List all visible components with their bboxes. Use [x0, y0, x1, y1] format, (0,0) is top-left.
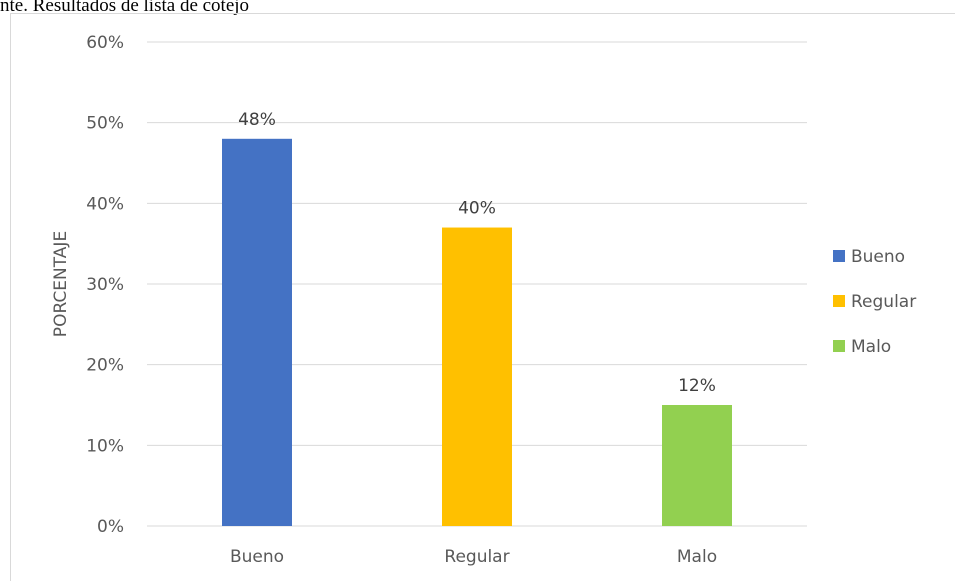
legend-label-malo: Malo — [851, 337, 891, 357]
x-tick-label-malo: Malo — [677, 547, 717, 567]
data-label-bueno: 48% — [238, 110, 276, 130]
x-tick-label-regular: Regular — [444, 547, 509, 567]
y-tick-label: 40% — [86, 194, 124, 214]
bar-regular — [442, 227, 512, 527]
legend-swatch-malo — [833, 340, 845, 352]
data-labels: 48% 40% 12% — [238, 110, 716, 396]
bar-bueno — [222, 138, 292, 527]
bar-malo — [662, 405, 732, 526]
legend-swatch-regular — [833, 295, 845, 307]
legend: Bueno Regular Malo — [833, 247, 916, 357]
x-axis-ticks: Bueno Regular Malo — [230, 547, 717, 567]
y-tick-label: 10% — [86, 436, 124, 456]
legend-swatch-bueno — [833, 250, 845, 262]
legend-label-regular: Regular — [851, 292, 916, 312]
y-tick-label: 0% — [97, 517, 124, 537]
data-label-malo: 12% — [678, 376, 716, 396]
y-axis-ticks: 0% 10% 20% 30% 40% 50% 60% — [86, 33, 124, 537]
y-axis-label: PORCENTAJE — [51, 231, 71, 337]
y-tick-label: 20% — [86, 356, 124, 376]
y-tick-label: 60% — [86, 33, 124, 53]
chart-frame — [10, 13, 955, 581]
y-tick-label: 30% — [86, 275, 124, 295]
y-tick-label: 50% — [86, 114, 124, 134]
bars — [222, 138, 732, 527]
legend-label-bueno: Bueno — [851, 247, 905, 267]
figure-caption: nte. Resultados de lista de cotejo — [0, 0, 250, 16]
data-label-regular: 40% — [458, 199, 496, 219]
x-tick-label-bueno: Bueno — [230, 547, 284, 567]
